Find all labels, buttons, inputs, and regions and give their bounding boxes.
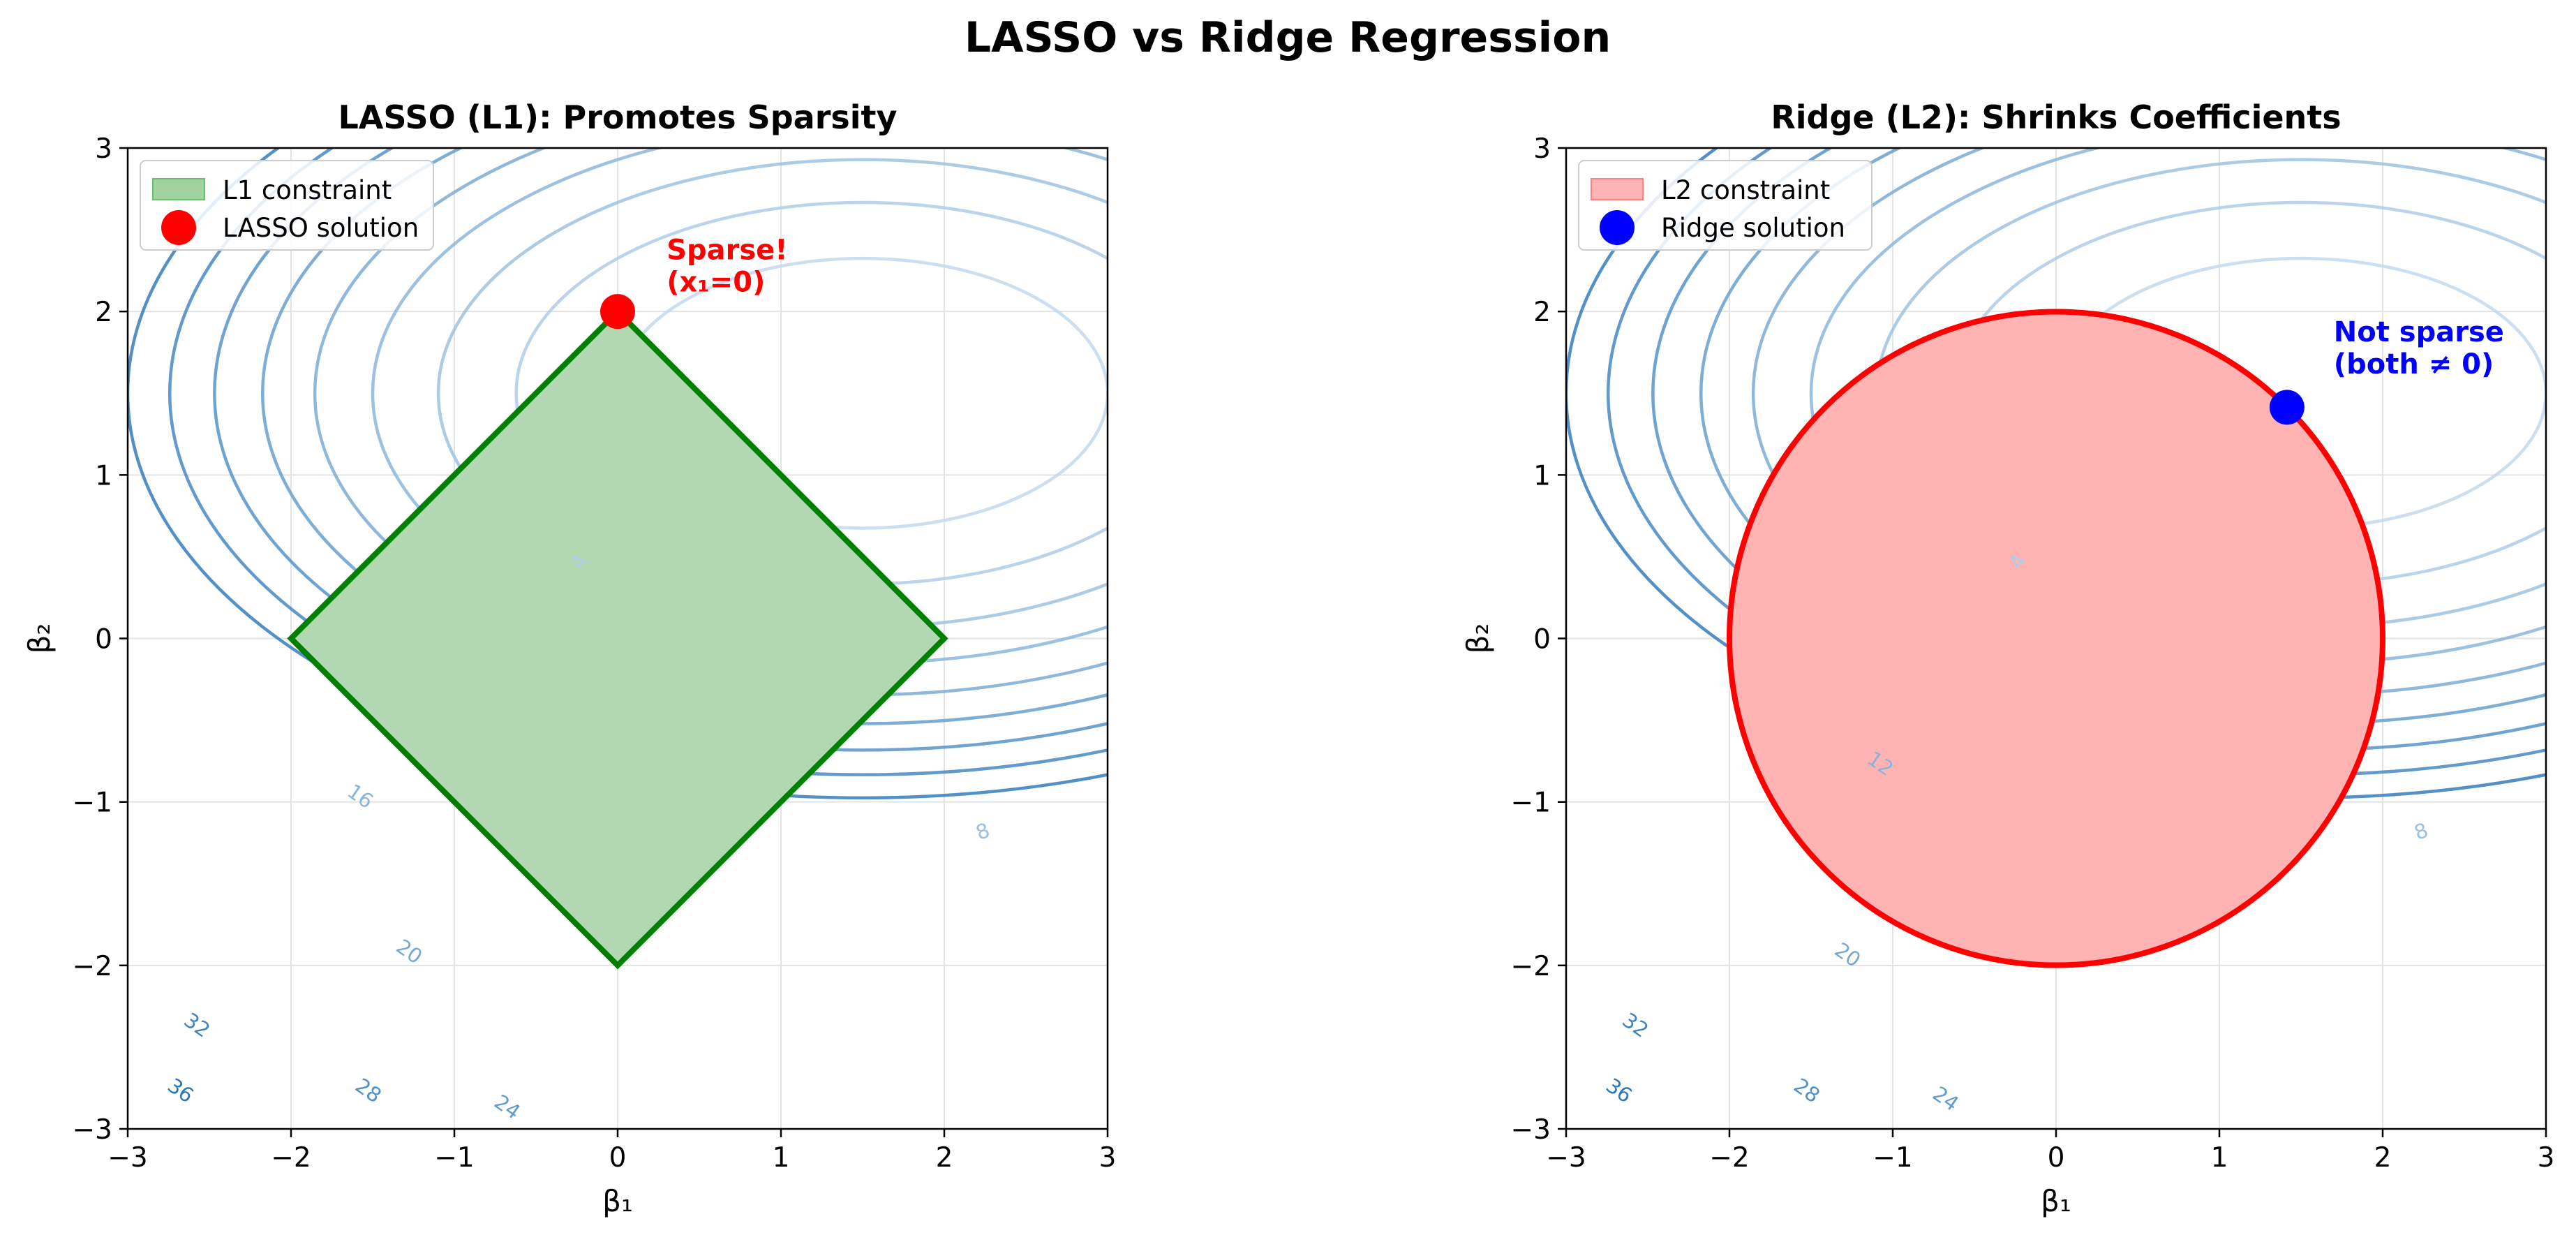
lasso-xlabel: β₁ (602, 1184, 633, 1218)
lasso-title: LASSO (L1): Promotes Sparsity (338, 98, 897, 136)
lasso-contour-line (213, 148, 1108, 752)
ridge-legend: L2 constraint Ridge solution (1578, 160, 1873, 251)
ridge-xtick-label: −2 (1709, 1142, 1750, 1174)
lasso-ytick-label: −2 (73, 951, 113, 982)
ridge-ylabel: β₂ (1461, 623, 1495, 654)
lasso-ytick-label: 0 (95, 624, 112, 656)
ridge-ytick-label: 3 (1533, 133, 1551, 165)
ridge-constraint-fill (1729, 311, 2383, 966)
lasso-ylabel: β₂ (22, 623, 57, 654)
lasso-contour-line (168, 148, 1108, 776)
lasso-legend: L1 constraint LASSO solution (140, 160, 434, 251)
figure-title: LASSO vs Ridge Regression (965, 13, 1611, 62)
lasso-xtick-label: 0 (609, 1142, 627, 1174)
ridge-solution-point (2269, 390, 2305, 425)
lasso-legend-patch (152, 178, 205, 200)
lasso-ytick-label: 1 (95, 460, 112, 491)
lasso-legend-label: L1 constraint (223, 175, 392, 205)
lasso-xtick-label: −1 (434, 1142, 475, 1174)
ridge-legend-marker (1600, 210, 1635, 245)
ridge-ytick-label: −1 (1511, 788, 1551, 819)
lasso-solution-point (600, 294, 635, 330)
ridge-xtick-label: −3 (1546, 1142, 1586, 1174)
ridge-ytick-label: −2 (1511, 951, 1551, 982)
lasso-xtick-label: −2 (271, 1142, 311, 1174)
ridge-legend-label: Ridge solution (1661, 213, 1845, 243)
lasso-legend-label: LASSO solution (223, 213, 419, 243)
lasso-annotation-line: (x₁=0) (667, 267, 765, 299)
ridge-annotation-line: (both ≠ 0) (2334, 348, 2494, 380)
lasso-ytick-label: −3 (73, 1114, 113, 1146)
lasso-ytick-label: −1 (73, 788, 113, 819)
ridge-annotation-line: Not sparse (2334, 316, 2504, 348)
ridge-ytick-label: −3 (1511, 1114, 1551, 1146)
lasso-annotation-line: Sparse! (667, 235, 787, 267)
lasso-xtick-label: 2 (936, 1142, 953, 1174)
lasso-legend-marker (161, 210, 196, 245)
lasso-xtick-label: 1 (773, 1142, 790, 1174)
lasso-xtick-label: −3 (107, 1142, 148, 1174)
lasso-legend-box (140, 160, 434, 251)
ridge-xtick-label: 1 (2211, 1142, 2228, 1174)
ridge-ytick-label: 1 (1533, 460, 1551, 491)
ridge-xtick-label: 3 (2538, 1142, 2555, 1174)
ridge-ytick-label: 0 (1533, 624, 1551, 656)
ridge-title: Ridge (L2): Shrinks Coefficients (1771, 98, 2341, 136)
ridge-constraint-edge (1727, 309, 2385, 968)
ridge-xtick-label: 0 (2048, 1142, 2065, 1174)
lasso-ytick-label: 3 (95, 133, 112, 165)
ridge-legend-patch (1591, 178, 1644, 200)
ridge-xtick-label: −1 (1873, 1142, 1913, 1174)
ridge-legend-label: L2 constraint (1661, 175, 1830, 205)
lasso-contour-line (128, 148, 1108, 799)
lasso-constraint-edge (287, 307, 948, 970)
ridge-legend-box (1578, 160, 1873, 251)
ridge-ytick-label: 2 (1533, 297, 1551, 328)
lasso-xtick-label: 3 (1099, 1142, 1117, 1174)
lasso-ytick-label: 2 (95, 297, 112, 328)
ridge-xtick-label: 2 (2374, 1142, 2392, 1174)
ridge-xlabel: β₁ (2041, 1184, 2071, 1218)
